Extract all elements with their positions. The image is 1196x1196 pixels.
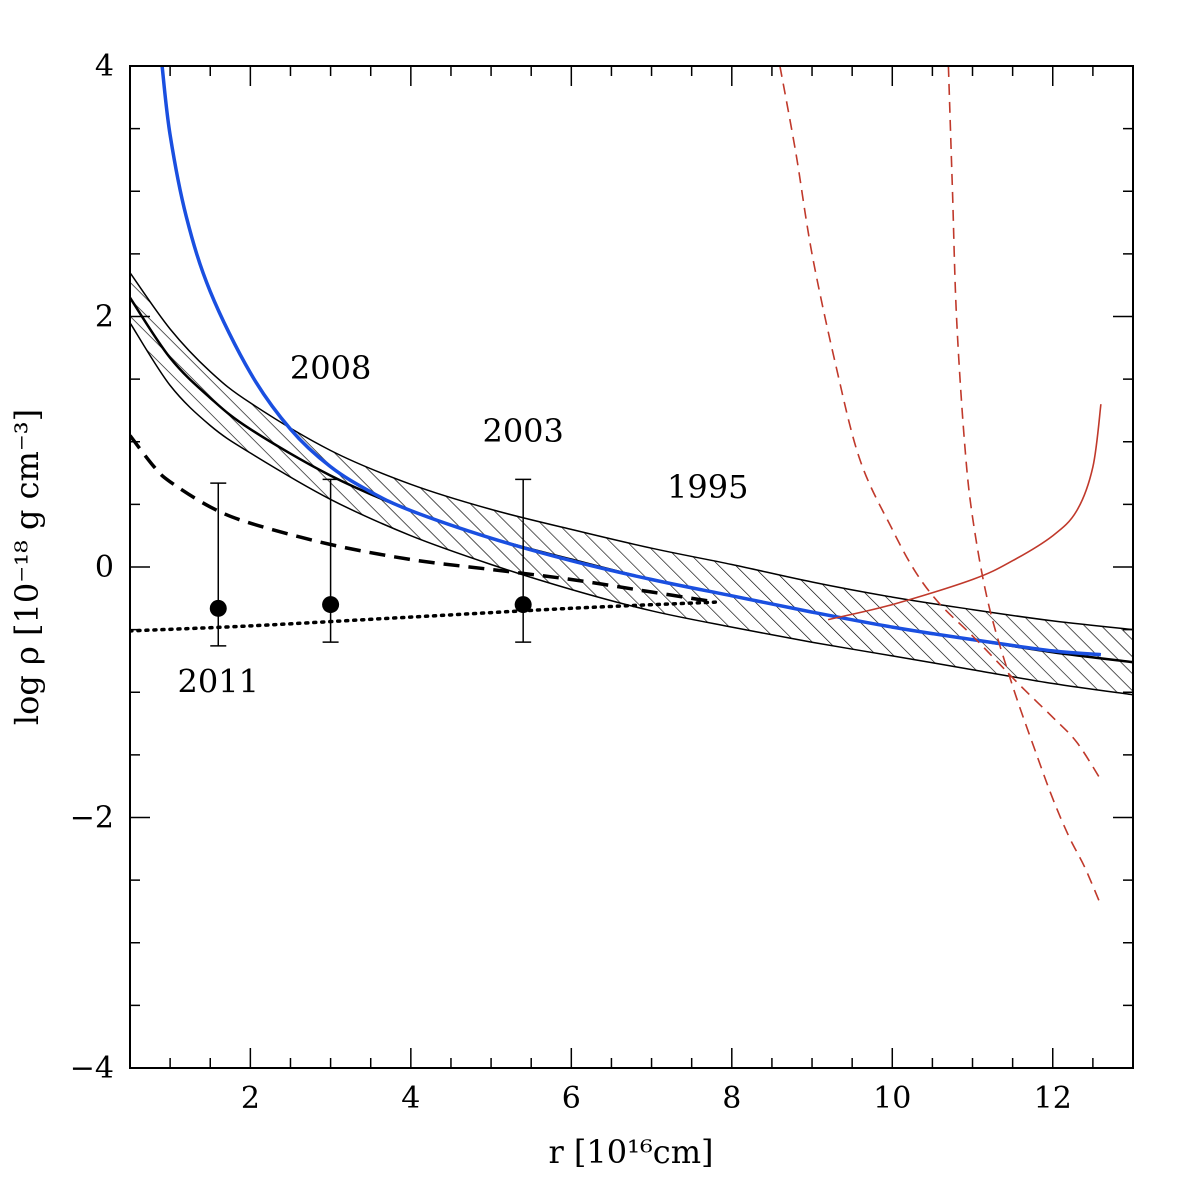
x-tick-label: 12	[1034, 1081, 1072, 1116]
data-point	[209, 599, 227, 617]
annotation-2008: 2008	[290, 349, 371, 387]
plot-area	[130, 66, 1133, 906]
y-tick-label: 0	[95, 550, 114, 585]
y-tick-label: 2	[95, 300, 114, 335]
x-tick-label: 2	[241, 1081, 260, 1116]
axis-ticks	[130, 65, 1134, 1069]
y-tick-label: −4	[70, 1051, 114, 1086]
annotation-1995: 1995	[667, 468, 748, 506]
data-point	[514, 596, 532, 614]
series-line-red-dashed-6	[947, 66, 1102, 906]
y-tick-label: 4	[95, 49, 114, 84]
series-line-red-dashed-5	[779, 66, 1102, 781]
annotation-2011: 2011	[178, 662, 259, 700]
x-tick-label: 10	[873, 1081, 911, 1116]
x-tick-label: 6	[562, 1081, 581, 1116]
series-line-black-dotted-3	[130, 600, 718, 633]
data-points	[209, 478, 532, 647]
tick-labels: 2 4 6 8 10 12 −4 −2 0 2 4	[70, 49, 1072, 1116]
annotation-2003: 2003	[482, 412, 563, 450]
y-axis-label: log ρ [10⁻¹⁸ g cm⁻³]	[8, 409, 46, 725]
series-line-blue-solid-1	[160, 66, 1102, 657]
x-tick-label: 8	[722, 1081, 741, 1116]
uncertainty-band	[130, 271, 1133, 696]
data-point	[322, 596, 340, 614]
series-layer	[130, 66, 1133, 906]
annotations: 2008 2003 1995 2011	[178, 349, 749, 700]
series-line-black-dashed-2	[130, 434, 717, 604]
y-tick-label: −2	[70, 801, 114, 836]
x-tick-label: 4	[401, 1081, 420, 1116]
x-axis-label: r [10¹⁶cm]	[548, 1133, 713, 1171]
series-line-red-solid-4	[827, 404, 1102, 621]
series-line-black-solid-0	[130, 297, 1133, 664]
